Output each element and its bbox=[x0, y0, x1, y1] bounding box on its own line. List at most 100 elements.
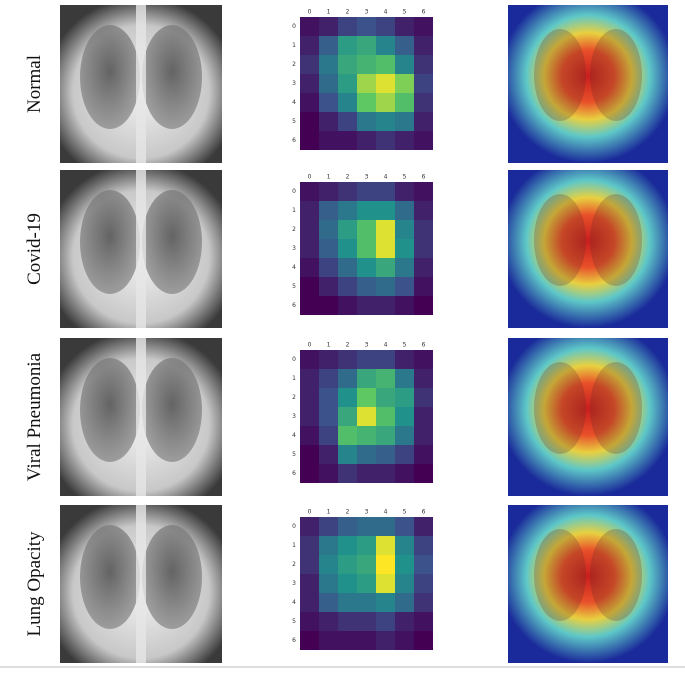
heatmap-cell bbox=[357, 220, 376, 239]
x-tick-label: 0 bbox=[308, 9, 312, 16]
xray-spine bbox=[136, 5, 146, 163]
heatmap-cell bbox=[376, 55, 395, 74]
xray-lung bbox=[142, 25, 202, 129]
heatmap-cell bbox=[414, 112, 433, 131]
xray-spine bbox=[136, 170, 146, 328]
heatmap-cell bbox=[300, 555, 319, 574]
x-tick-label: 0 bbox=[308, 509, 312, 516]
heatmap-cell bbox=[338, 631, 357, 650]
heatmap-cell bbox=[414, 182, 433, 201]
heatmap-cell bbox=[319, 74, 338, 93]
y-tick-label: 0 bbox=[292, 188, 296, 195]
heatmap-cell bbox=[395, 131, 414, 150]
gradcam-lung bbox=[590, 529, 642, 621]
y-tick-label: 1 bbox=[292, 42, 296, 49]
heatmap-cell bbox=[357, 17, 376, 36]
heatmap-cell bbox=[300, 112, 319, 131]
heatmap-cell bbox=[300, 296, 319, 315]
heatmap-cell bbox=[395, 220, 414, 239]
y-tick-label: 4 bbox=[292, 99, 296, 106]
heatmap-cell bbox=[414, 555, 433, 574]
heatmap-cell bbox=[300, 55, 319, 74]
y-tick-label: 3 bbox=[292, 245, 296, 252]
heatmap-cell bbox=[376, 350, 395, 369]
heatmap-cell bbox=[376, 36, 395, 55]
x-tick-label: 6 bbox=[422, 174, 426, 181]
heatmap-cell bbox=[338, 555, 357, 574]
y-tick-label: 0 bbox=[292, 523, 296, 530]
heatmap-cell bbox=[414, 93, 433, 112]
x-tick-label: 5 bbox=[403, 342, 407, 349]
heatmap-cell bbox=[395, 201, 414, 220]
heatmap-cell bbox=[319, 93, 338, 112]
heatmap-cell bbox=[414, 277, 433, 296]
heatmap-cell bbox=[414, 464, 433, 483]
gradcam-lung bbox=[590, 194, 642, 286]
heatmap-cell bbox=[357, 131, 376, 150]
heatmap-cell bbox=[395, 388, 414, 407]
heatmap-cell bbox=[357, 258, 376, 277]
heatmap-cell bbox=[376, 593, 395, 612]
heatmap-cell bbox=[338, 350, 357, 369]
heatmap-cell bbox=[376, 445, 395, 464]
heatmap-cell bbox=[414, 131, 433, 150]
heatmap-cell bbox=[414, 574, 433, 593]
heatmap-cell bbox=[319, 593, 338, 612]
gradcam-image bbox=[508, 5, 668, 163]
heatmap-cell bbox=[376, 296, 395, 315]
heatmap-cell bbox=[395, 369, 414, 388]
heatmap-cell bbox=[376, 426, 395, 445]
heatmap-cell bbox=[376, 277, 395, 296]
heatmap-cell bbox=[319, 350, 338, 369]
heatmap-cell bbox=[300, 220, 319, 239]
heatmap-cell bbox=[319, 258, 338, 277]
heatmap-cell bbox=[300, 131, 319, 150]
heatmap-cell bbox=[319, 17, 338, 36]
heatmap-cell bbox=[300, 536, 319, 555]
y-tick-label: 5 bbox=[292, 283, 296, 290]
heatmap-cell bbox=[338, 17, 357, 36]
y-tick-label: 2 bbox=[292, 561, 296, 568]
heatmap-cell bbox=[300, 612, 319, 631]
y-tick-label: 0 bbox=[292, 356, 296, 363]
x-tick-label: 6 bbox=[422, 9, 426, 16]
heatmap-cell bbox=[414, 612, 433, 631]
heatmap-cell bbox=[338, 220, 357, 239]
heatmap-cell bbox=[414, 426, 433, 445]
heatmap-cell bbox=[338, 517, 357, 536]
xray-lung bbox=[80, 358, 140, 462]
heatmap-cell bbox=[338, 277, 357, 296]
heatmap-cell bbox=[357, 631, 376, 650]
heatmap-cell bbox=[338, 388, 357, 407]
heatmap-cell bbox=[395, 464, 414, 483]
y-tick-label: 1 bbox=[292, 542, 296, 549]
heatmap-cell bbox=[319, 612, 338, 631]
heatmap-cell bbox=[319, 388, 338, 407]
heatmap-cell bbox=[338, 201, 357, 220]
heatmap-cell bbox=[414, 369, 433, 388]
heatmap-cell bbox=[414, 74, 433, 93]
xray-lung bbox=[80, 525, 140, 629]
x-tick-label: 2 bbox=[346, 174, 350, 181]
heatmap-cell bbox=[319, 426, 338, 445]
heatmap-cell bbox=[319, 574, 338, 593]
x-tick-label: 1 bbox=[327, 509, 331, 516]
x-tick-label: 6 bbox=[422, 342, 426, 349]
heatmap-cell bbox=[357, 426, 376, 445]
row-label: Viral Pneumonia bbox=[24, 352, 45, 481]
heatmap-cell bbox=[338, 131, 357, 150]
y-tick-label: 0 bbox=[292, 23, 296, 30]
heatmap-cell bbox=[376, 388, 395, 407]
heatmap-cell bbox=[357, 593, 376, 612]
heatmap-cell bbox=[300, 36, 319, 55]
heatmap-cell bbox=[357, 464, 376, 483]
heatmap-cell bbox=[300, 17, 319, 36]
heatmap-cell bbox=[395, 555, 414, 574]
heatmap-cell bbox=[300, 407, 319, 426]
heatmap-cell bbox=[338, 112, 357, 131]
heatmap-cell bbox=[338, 93, 357, 112]
gradcam-image bbox=[508, 505, 668, 663]
heatmap-cell bbox=[319, 464, 338, 483]
heatmap-cell bbox=[395, 36, 414, 55]
